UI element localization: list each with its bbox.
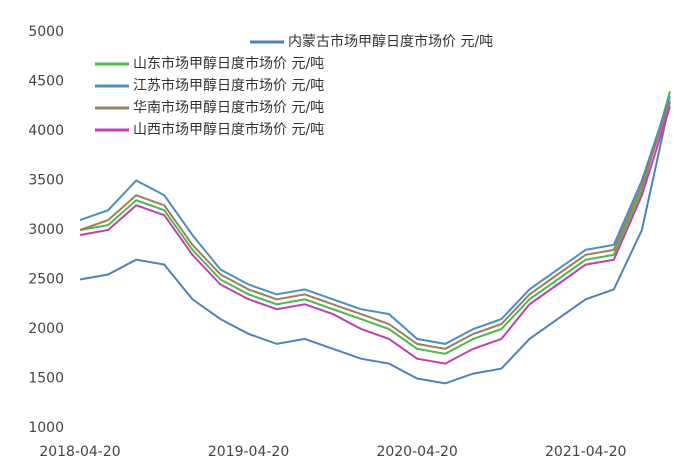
series-line: [79, 100, 671, 350]
y-tick-label: 1500: [28, 371, 64, 387]
y-tick-label: 4500: [28, 74, 64, 90]
x-tick-label: 2019-04-20: [208, 444, 289, 460]
y-tick-label: 5000: [28, 24, 64, 40]
legend-label: 内蒙古市场甲醇日度市场价 元/吨: [288, 33, 493, 50]
series-line: [79, 105, 671, 365]
legend-label: 山西市场甲醇日度市场价 元/吨: [133, 121, 324, 138]
legend-label: 江苏市场甲醇日度市场价 元/吨: [133, 77, 324, 94]
legend-label: 山东市场甲醇日度市场价 元/吨: [133, 55, 324, 72]
y-tick-label: 3500: [28, 173, 64, 189]
x-tick-label: 2021-04-20: [545, 444, 626, 460]
x-tick-label: 2020-04-20: [376, 444, 457, 460]
legend-label: 华南市场甲醇日度市场价 元/吨: [133, 99, 324, 116]
y-tick-label: 1000: [28, 420, 64, 436]
series-line: [79, 95, 671, 345]
y-tick-label: 3000: [28, 222, 64, 238]
y-tick-label: 2500: [28, 272, 64, 288]
y-tick-label: 4000: [28, 123, 64, 139]
x-tick-label: 2018-04-20: [39, 444, 120, 460]
series-line: [79, 91, 671, 355]
y-tick-label: 2000: [28, 321, 64, 337]
series-line: [79, 101, 671, 385]
